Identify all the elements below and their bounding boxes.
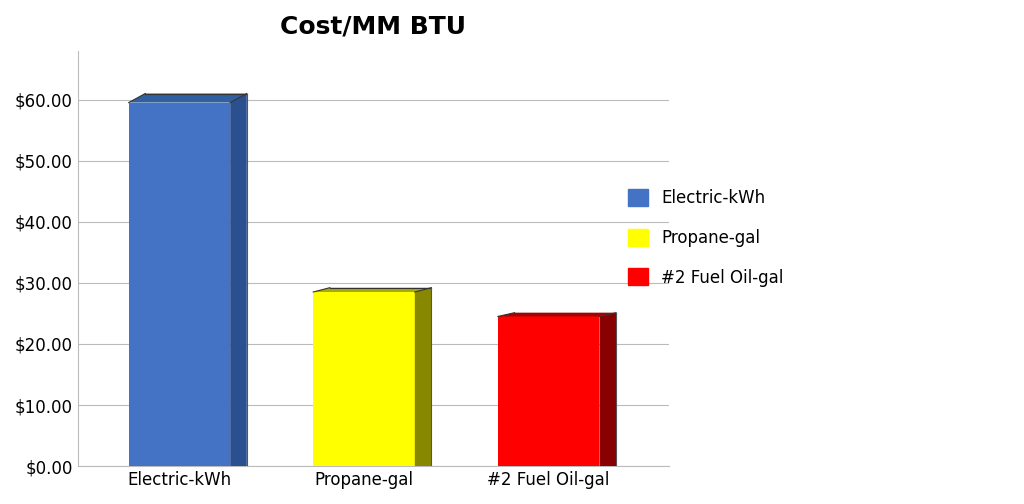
Polygon shape bbox=[313, 292, 415, 466]
Legend: Electric-kWh, Propane-gal, #2 Fuel Oil-gal: Electric-kWh, Propane-gal, #2 Fuel Oil-g… bbox=[622, 182, 791, 293]
Polygon shape bbox=[129, 94, 247, 103]
Polygon shape bbox=[313, 288, 431, 292]
Polygon shape bbox=[129, 103, 230, 466]
Polygon shape bbox=[498, 312, 616, 317]
Polygon shape bbox=[415, 288, 431, 466]
Polygon shape bbox=[498, 317, 599, 466]
Polygon shape bbox=[599, 312, 616, 466]
Polygon shape bbox=[230, 94, 247, 466]
Title: Cost/MM BTU: Cost/MM BTU bbox=[281, 15, 466, 39]
